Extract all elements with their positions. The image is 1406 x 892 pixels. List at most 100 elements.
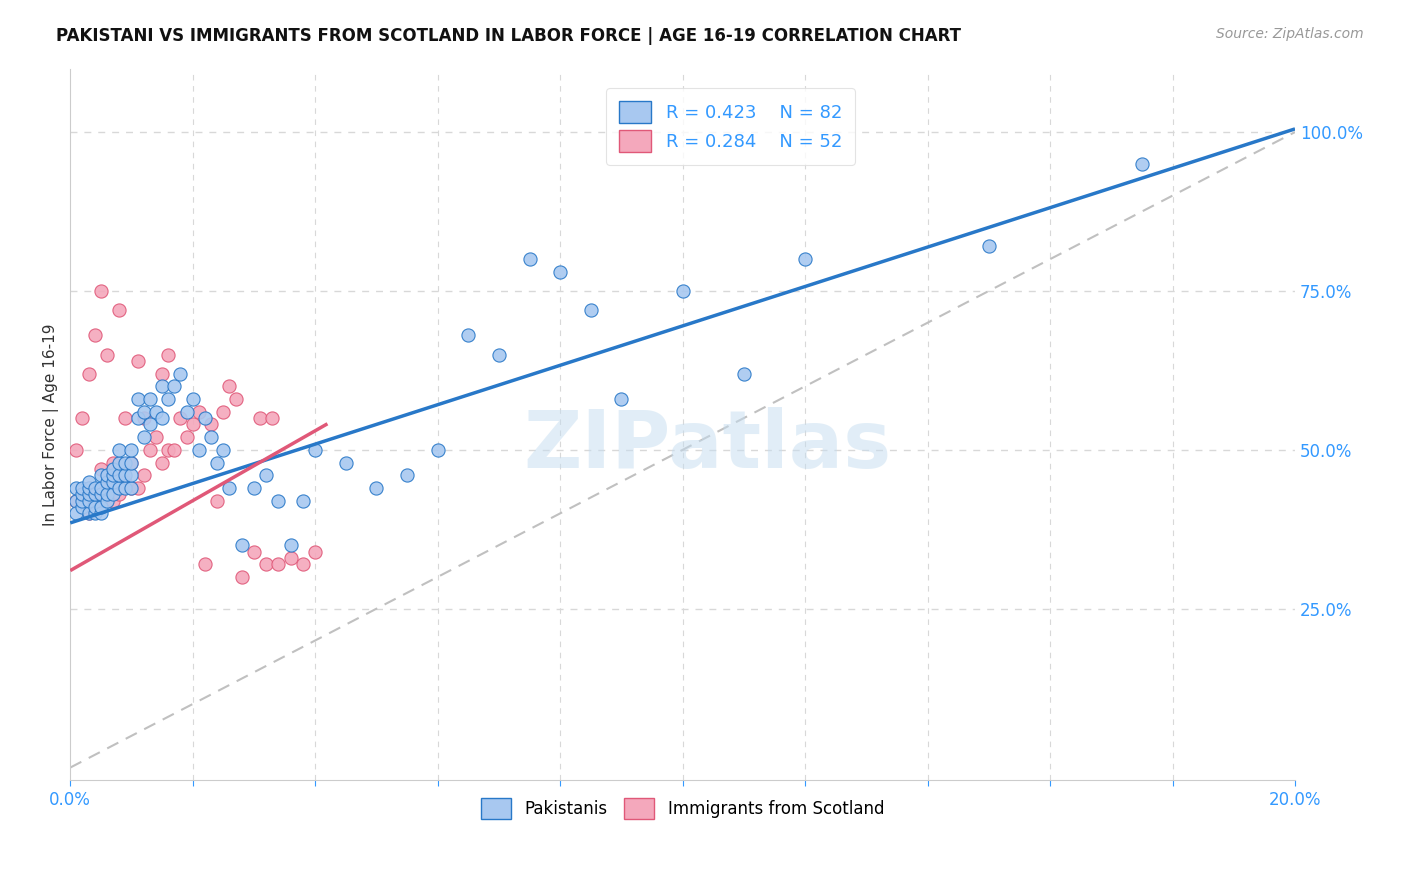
Point [169, 367, 191, 381]
Point [83, 487, 105, 501]
Point [145, 405, 167, 419]
Point [163, 442, 186, 457]
Point [90, 500, 112, 514]
Point [548, 265, 571, 279]
Point [150, 367, 173, 381]
Point [114, 475, 136, 489]
Point [90, 462, 112, 476]
Text: ZIPatlas: ZIPatlas [523, 407, 891, 484]
Point [114, 456, 136, 470]
Point [254, 468, 277, 483]
Point [127, 392, 149, 406]
Point [65, 481, 87, 495]
Point [267, 558, 290, 572]
Point [121, 442, 143, 457]
Point [77, 481, 100, 495]
Point [194, 558, 217, 572]
Point [72, 481, 94, 495]
Point [77, 367, 100, 381]
Point [280, 538, 302, 552]
Point [114, 411, 136, 425]
Point [176, 430, 198, 444]
Point [90, 468, 112, 483]
Point [127, 481, 149, 495]
Point [579, 303, 602, 318]
Point [77, 487, 100, 501]
Point [304, 544, 326, 558]
Point [132, 430, 155, 444]
Point [672, 284, 695, 298]
Point [114, 481, 136, 495]
Point [77, 475, 100, 489]
Point [150, 411, 173, 425]
Point [83, 500, 105, 514]
Point [157, 347, 180, 361]
Point [96, 468, 118, 483]
Point [335, 456, 357, 470]
Text: Source: ZipAtlas.com: Source: ZipAtlas.com [1216, 27, 1364, 41]
Point [225, 392, 247, 406]
Point [114, 468, 136, 483]
Point [243, 544, 266, 558]
Point [145, 430, 167, 444]
Point [101, 468, 124, 483]
Point [101, 462, 124, 476]
Point [77, 507, 100, 521]
Point [96, 475, 118, 489]
Point [139, 392, 162, 406]
Point [101, 487, 124, 501]
Point [121, 456, 143, 470]
Point [127, 354, 149, 368]
Point [249, 411, 271, 425]
Point [90, 487, 112, 501]
Point [231, 570, 253, 584]
Point [132, 468, 155, 483]
Point [108, 481, 131, 495]
Point [96, 487, 118, 501]
Point [231, 538, 253, 552]
Point [65, 493, 87, 508]
Point [291, 558, 314, 572]
Point [96, 347, 118, 361]
Point [157, 392, 180, 406]
Point [426, 442, 449, 457]
Point [83, 481, 105, 495]
Point [72, 500, 94, 514]
Point [96, 493, 118, 508]
Point [121, 481, 143, 495]
Point [90, 284, 112, 298]
Point [519, 252, 541, 267]
Point [1130, 157, 1153, 171]
Point [101, 493, 124, 508]
Point [150, 379, 173, 393]
Point [65, 442, 87, 457]
Point [65, 507, 87, 521]
Y-axis label: In Labor Force | Age 16-19: In Labor Force | Age 16-19 [44, 323, 59, 525]
Point [132, 411, 155, 425]
Point [396, 468, 419, 483]
Point [101, 456, 124, 470]
Point [108, 303, 131, 318]
Point [121, 456, 143, 470]
Point [121, 481, 143, 495]
Point [267, 493, 290, 508]
Point [218, 481, 240, 495]
Point [194, 411, 217, 425]
Point [150, 456, 173, 470]
Point [72, 493, 94, 508]
Point [262, 411, 284, 425]
Point [218, 379, 240, 393]
Point [108, 468, 131, 483]
Point [132, 405, 155, 419]
Point [176, 405, 198, 419]
Point [65, 493, 87, 508]
Point [127, 411, 149, 425]
Point [72, 487, 94, 501]
Point [243, 481, 266, 495]
Point [83, 493, 105, 508]
Point [77, 493, 100, 508]
Point [169, 411, 191, 425]
Point [90, 487, 112, 501]
Point [488, 347, 510, 361]
Point [77, 481, 100, 495]
